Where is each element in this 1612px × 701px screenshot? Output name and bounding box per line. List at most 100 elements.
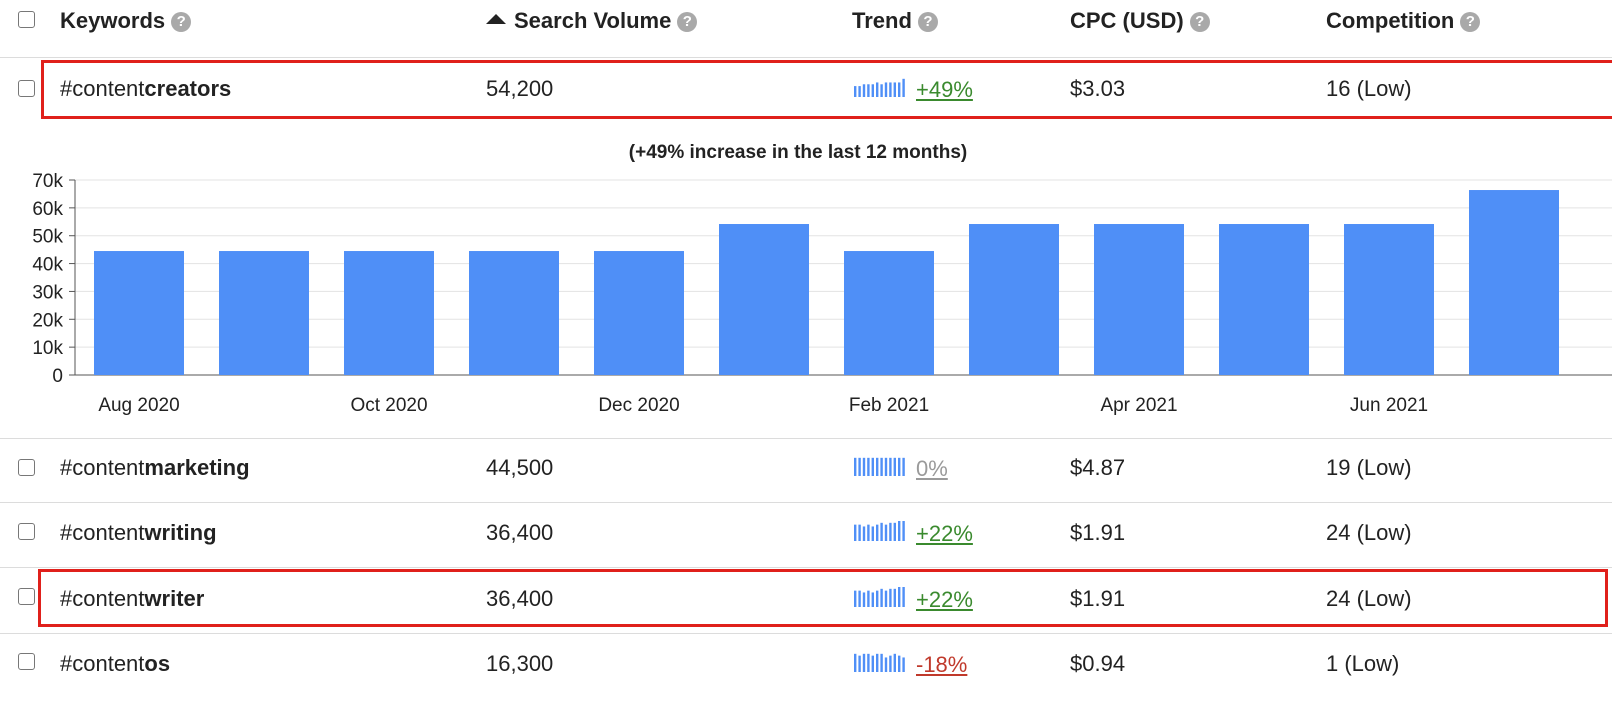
- search-volume-value: 44,500: [486, 455, 554, 480]
- y-tick-label: 50k: [32, 227, 63, 248]
- search-volume-value: 36,400: [486, 520, 554, 545]
- sparkline-bar: [889, 82, 892, 97]
- chart-title: (+49% increase in the last 12 months): [629, 142, 967, 163]
- row-checkbox[interactable]: [18, 459, 35, 476]
- chart-bar[interactable]: [1094, 224, 1184, 375]
- chart-bar[interactable]: [844, 251, 934, 375]
- sparkline-bar: [880, 457, 883, 476]
- select-all-checkbox[interactable]: [18, 11, 35, 28]
- chart-bar[interactable]: [719, 224, 809, 375]
- keyword-link[interactable]: #contentwriting: [60, 519, 217, 547]
- keyword-prefix: #content: [60, 455, 145, 480]
- sparkline-bar: [867, 84, 870, 97]
- sparkline-bar: [889, 457, 892, 476]
- competition-value: 1 (Low): [1326, 651, 1400, 676]
- row-checkbox[interactable]: [18, 523, 35, 540]
- trend-percent[interactable]: -18%: [916, 652, 968, 677]
- sparkline-bar: [867, 524, 870, 541]
- trend-cell[interactable]: +49%: [854, 75, 973, 104]
- divider: [0, 633, 1612, 634]
- sparkline-bar: [867, 457, 870, 476]
- sparkline-bar: [862, 457, 866, 476]
- trend-sparkline-icon: [854, 587, 905, 607]
- y-tick-label: 40k: [32, 255, 63, 276]
- sparkline-bar: [880, 653, 883, 672]
- sparkline-bar: [898, 82, 901, 97]
- sparkline-bar: [884, 590, 888, 607]
- trend-cell[interactable]: +22%: [854, 519, 973, 548]
- sparkline-bar: [867, 590, 870, 607]
- y-tick-label: 60k: [32, 199, 63, 220]
- trend-sparkline-icon: [854, 521, 905, 541]
- table-row[interactable]: #contentwriting 36,400 +22% $1.91 24 (Lo…: [0, 504, 1612, 564]
- help-icon[interactable]: ?: [677, 12, 698, 32]
- trend-percent[interactable]: +22%: [916, 521, 973, 546]
- keyword-suffix: os: [144, 651, 171, 676]
- sparkline-bar: [871, 592, 874, 607]
- row-checkbox[interactable]: [18, 588, 35, 605]
- trend-sparkline-icon: [854, 457, 905, 476]
- competition-value: 16 (Low): [1326, 76, 1412, 101]
- sparkline-bar: [871, 655, 874, 672]
- header-keywords[interactable]: Keywords?: [60, 7, 192, 35]
- y-tick-label: 30k: [32, 282, 63, 303]
- row-checkbox[interactable]: [18, 80, 35, 97]
- chart-bar[interactable]: [469, 251, 559, 375]
- keyword-link[interactable]: #contentmarketing: [60, 454, 250, 482]
- trend-cell[interactable]: +22%: [854, 585, 973, 614]
- table-row[interactable]: #contentmarketing 44,500 0% $4.87 19 (Lo…: [0, 440, 1612, 500]
- sparkline-bar: [893, 588, 896, 607]
- search-volume-value: 16,300: [486, 651, 554, 676]
- header-search-volume[interactable]: Search Volume?: [486, 7, 698, 35]
- sparkline-bar: [862, 526, 866, 541]
- search-volume-value: 54,200: [486, 76, 554, 101]
- chart-bar[interactable]: [94, 251, 184, 375]
- chart-bar[interactable]: [969, 224, 1059, 375]
- help-icon[interactable]: ?: [917, 12, 938, 32]
- chart-bar[interactable]: [219, 251, 309, 375]
- sparkline-bar: [858, 457, 861, 476]
- header-trend-label: Trend: [852, 8, 912, 33]
- sparkline-bar: [854, 86, 857, 97]
- trend-cell[interactable]: -18%: [854, 650, 967, 679]
- help-icon[interactable]: ?: [1460, 12, 1481, 32]
- chart-bar[interactable]: [344, 251, 434, 375]
- x-tick-label: Dec 2020: [598, 395, 679, 416]
- trend-percent[interactable]: 0%: [916, 456, 948, 481]
- table-row[interactable]: #contentwriter 36,400 +22% $1.91 24 (Low…: [0, 570, 1612, 628]
- sparkline-bar: [884, 457, 888, 476]
- divider: [0, 567, 1612, 568]
- sparkline-bar: [871, 457, 874, 476]
- sparkline-bar: [858, 655, 861, 672]
- row-checkbox[interactable]: [18, 653, 35, 670]
- keyword-link[interactable]: #contentwriter: [60, 585, 204, 613]
- chart-bar[interactable]: [1469, 190, 1559, 375]
- header-competition[interactable]: Competition?: [1326, 7, 1481, 35]
- table-row[interactable]: #contentcreators 54,200 +49% $3.03 16 (L…: [0, 60, 1612, 118]
- help-icon[interactable]: ?: [1189, 12, 1210, 32]
- cpc-value: $3.03: [1070, 76, 1126, 101]
- keyword-link[interactable]: #contentcreators: [60, 75, 231, 103]
- chart-bar[interactable]: [1219, 224, 1309, 375]
- table-row[interactable]: #contentos 16,300 -18% $0.94 1 (Low): [0, 636, 1612, 701]
- chart-bar[interactable]: [1344, 224, 1434, 375]
- trend-percent[interactable]: +22%: [916, 587, 973, 612]
- header-trend[interactable]: Trend?: [852, 7, 938, 35]
- chart-bar[interactable]: [594, 251, 684, 375]
- table-header: Keywords? Search Volume? Trend? CPC (USD…: [0, 0, 1612, 56]
- keyword-suffix: writer: [144, 586, 205, 611]
- sparkline-bar: [884, 82, 888, 97]
- sparkline-bar: [867, 653, 870, 672]
- trend-cell[interactable]: 0%: [854, 454, 948, 483]
- sparkline-bar: [862, 84, 866, 97]
- keyword-link[interactable]: #contentos: [60, 650, 170, 678]
- trend-percent[interactable]: +49%: [916, 77, 973, 102]
- header-competition-label: Competition: [1326, 8, 1455, 33]
- help-icon[interactable]: ?: [171, 12, 192, 32]
- sparkline-bar: [854, 524, 857, 541]
- x-tick-label: Apr 2021: [1100, 395, 1177, 416]
- y-tick-label: 10k: [32, 338, 63, 359]
- sparkline-bar: [862, 592, 866, 607]
- header-cpc[interactable]: CPC (USD)?: [1070, 7, 1210, 35]
- sparkline-bar: [902, 78, 905, 97]
